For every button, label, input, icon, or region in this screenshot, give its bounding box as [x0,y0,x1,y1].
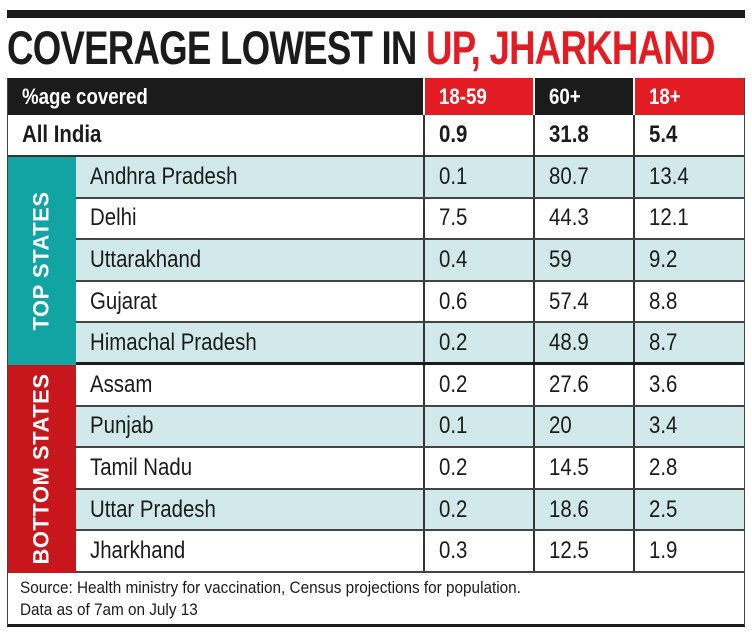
bottom-states-label: BOTTOM STATES [8,365,76,573]
value-18-59: 0.4 [423,240,533,280]
table-row: Punjab 0.1 20 3.4 [8,406,744,449]
source-note: Source: Health ministry for vaccination,… [8,573,744,624]
value-60-plus: 20 [533,406,633,447]
value-60-plus: 80.7 [533,157,633,197]
header-18-59: 18-59 [423,78,533,115]
headline-highlight: UP, JHARKHAND [426,21,715,74]
value-18-plus: 3.6 [633,365,744,405]
value-18-59: 0.9 [423,115,533,155]
state-name: Gujarat [90,287,157,315]
value-18-59: 0.2 [423,448,533,488]
value-60-plus: 44.3 [533,198,633,239]
value-18-plus: 3.4 [633,406,744,447]
value-18-plus: 5.4 [633,115,744,155]
value-60-plus: 12.5 [533,531,633,571]
row-label: All India [22,121,102,148]
value-18-plus: 9.2 [633,240,744,280]
value-60-plus: 27.6 [533,365,633,405]
value-60-plus: 14.5 [533,448,633,488]
state-name: Andhra Pradesh [90,162,238,190]
value-18-59: 0.1 [423,406,533,447]
value-18-59: 0.1 [423,157,533,197]
state-name: Tamil Nadu [90,453,193,481]
table-row: Gujarat 0.6 57.4 8.8 [8,281,744,324]
value-18-plus: 2.5 [633,489,744,530]
top-states-label: TOP STATES [8,157,76,365]
header-row: %age covered 18-59 60+ 18+ [8,78,744,115]
value-18-plus: 2.8 [633,448,744,488]
value-18-plus: 13.4 [633,157,744,197]
header-18-plus: 18+ [633,78,744,115]
table-row: Delhi 7.5 44.3 12.1 [8,198,744,241]
table-row: Tamil Nadu 0.2 14.5 2.8 [8,448,744,490]
value-18-59: 7.5 [423,198,533,239]
value-60-plus: 57.4 [533,281,633,322]
source-line: Source: Health ministry for vaccination,… [20,578,521,597]
top-rule [7,10,745,18]
state-name: Delhi [90,204,137,232]
value-18-plus: 8.7 [633,323,744,362]
value-18-plus: 1.9 [633,531,744,571]
value-60-plus: 59 [533,240,633,280]
table-row: Uttar Pradesh 0.2 18.6 2.5 [8,489,744,532]
state-name: Uttarakhand [90,245,202,273]
state-name: Punjab [90,412,154,440]
state-name: Uttar Pradesh [90,495,216,523]
value-18-plus: 12.1 [633,198,744,239]
headline: COVERAGE LOWEST IN UP, JHARKHAND [7,20,715,76]
value-18-plus: 8.8 [633,281,744,322]
state-name: Assam [90,370,153,398]
state-name: Himachal Pradesh [90,328,257,356]
coverage-table: %age covered 18-59 60+ 18+ All India 0.9… [7,78,745,627]
table-row: Assam 0.2 27.6 3.6 [8,365,744,407]
header-60-plus: 60+ [533,78,633,115]
value-18-59: 0.2 [423,365,533,405]
table-row: Himachal Pradesh 0.2 48.9 8.7 [8,323,744,365]
value-18-59: 0.6 [423,281,533,322]
value-18-59: 0.2 [423,489,533,530]
value-60-plus: 48.9 [533,323,633,362]
all-india-row: All India 0.9 31.8 5.4 [8,115,744,157]
value-18-59: 0.2 [423,323,533,362]
value-60-plus: 18.6 [533,489,633,530]
table-row: Uttarakhand 0.4 59 9.2 [8,240,744,282]
date-line: Data as of 7am on July 13 [20,600,198,619]
state-name: Jharkhand [90,537,186,565]
headline-text: COVERAGE LOWEST IN [7,21,427,74]
table-row: Jharkhand 0.3 12.5 1.9 [8,531,744,573]
header-label: %age covered [22,83,148,109]
table-row: Andhra Pradesh 0.1 80.7 13.4 [8,157,744,199]
value-60-plus: 31.8 [533,115,633,155]
value-18-59: 0.3 [423,531,533,571]
